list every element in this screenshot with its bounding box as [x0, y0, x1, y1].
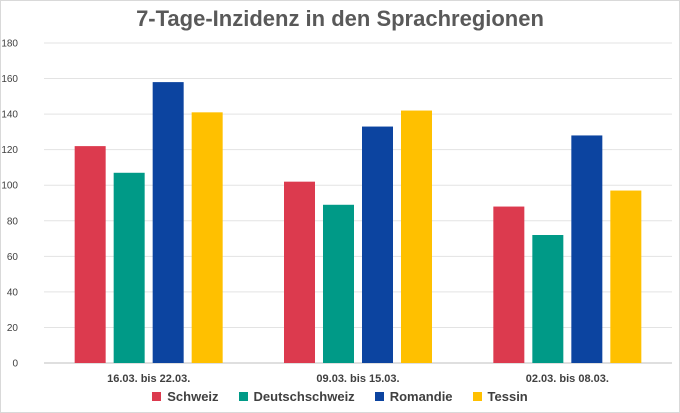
- y-tick-label: 80: [7, 216, 19, 227]
- bar: [323, 204, 354, 363]
- legend-entry: Tessin: [472, 389, 528, 404]
- y-tick-label: 40: [7, 287, 19, 298]
- bar: [362, 126, 393, 363]
- legend-swatch: [472, 392, 482, 401]
- legend-label: Tessin: [487, 389, 528, 404]
- legend-label: Schweiz: [167, 389, 219, 404]
- x-tick-label: 02.03. bis 08.03.: [526, 373, 609, 385]
- y-tick-label: 120: [1, 145, 18, 156]
- y-tick-label: 180: [1, 39, 18, 50]
- legend-entry: Deutschschweiz: [238, 389, 355, 404]
- y-tick-label: 0: [12, 359, 18, 370]
- legend-swatch: [238, 392, 248, 401]
- bar: [113, 172, 145, 363]
- chart-title: 7-Tage-Inzidenz in den Sprachregionen: [136, 6, 544, 31]
- x-tick-label: 16.03. bis 22.03.: [107, 373, 190, 385]
- bar: [610, 190, 642, 363]
- legend-entry: Romandie: [374, 389, 453, 404]
- bar: [401, 110, 432, 363]
- legend-label: Romandie: [389, 389, 453, 404]
- bar: [571, 135, 603, 363]
- chart-legend: Schweiz Deutschschweiz Romandie Tessin: [0, 389, 680, 404]
- y-tick-label: 140: [1, 110, 18, 121]
- legend-entry: Schweiz: [152, 389, 219, 404]
- bar: [284, 181, 315, 363]
- y-tick-label: 20: [7, 323, 19, 334]
- bar: [74, 146, 106, 363]
- y-tick-label: 100: [1, 181, 18, 192]
- bar: [152, 82, 184, 363]
- bar: [191, 112, 223, 363]
- legend-swatch: [152, 392, 162, 401]
- bar: [493, 206, 525, 363]
- bar: [532, 235, 564, 363]
- y-tick-label: 60: [7, 252, 19, 263]
- y-tick-label: 160: [1, 74, 18, 85]
- legend-label: Deutschschweiz: [253, 389, 355, 404]
- legend-swatch: [374, 392, 384, 401]
- x-tick-label: 09.03. bis 15.03.: [316, 373, 399, 385]
